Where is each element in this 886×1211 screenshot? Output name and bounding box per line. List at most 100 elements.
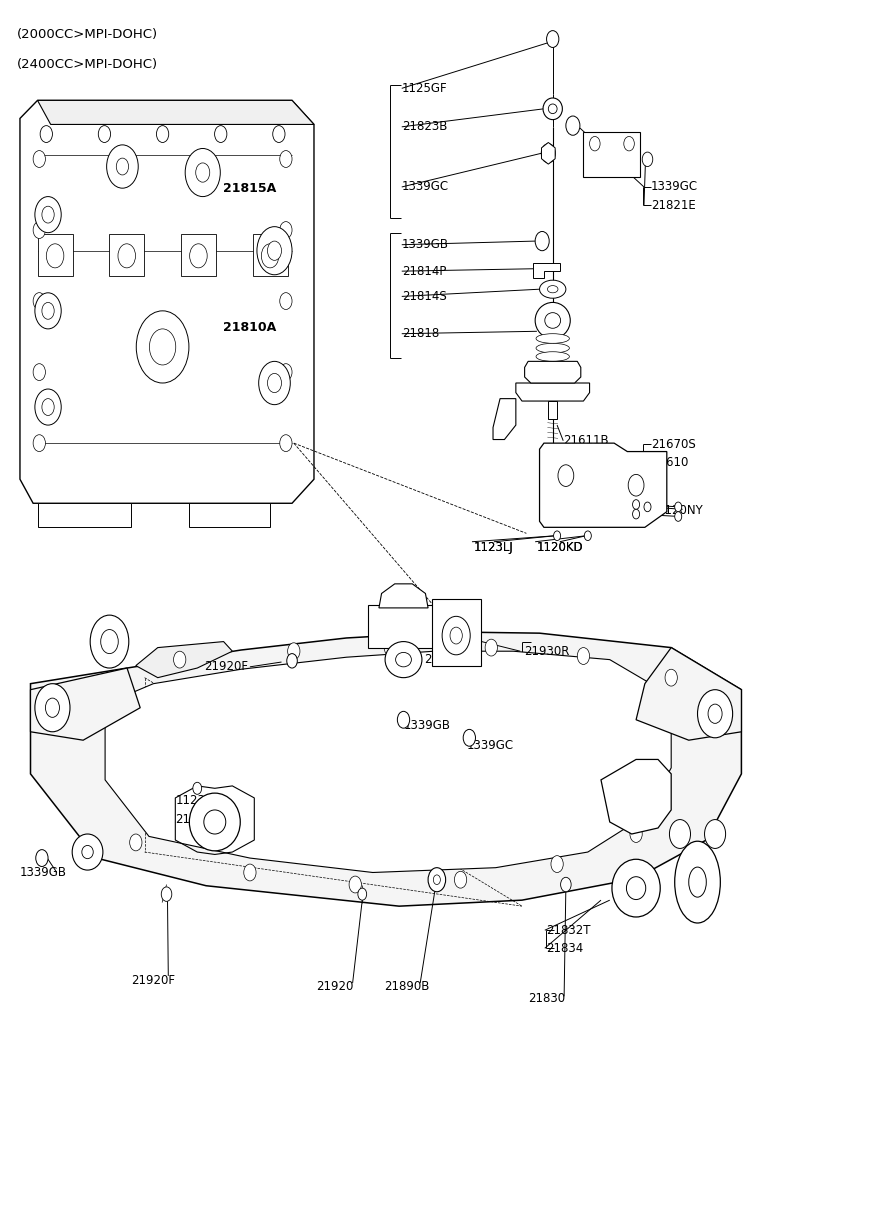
Circle shape bbox=[708, 704, 722, 723]
Circle shape bbox=[35, 850, 48, 867]
Ellipse shape bbox=[548, 104, 557, 114]
Text: 1123LJ: 1123LJ bbox=[474, 541, 514, 555]
Text: 1339GC: 1339GC bbox=[401, 180, 449, 194]
Text: 1120KD: 1120KD bbox=[537, 541, 584, 555]
Text: 21814P: 21814P bbox=[401, 265, 447, 277]
Text: 21810A: 21810A bbox=[223, 321, 276, 334]
Text: 21890B: 21890B bbox=[385, 980, 430, 993]
Polygon shape bbox=[540, 443, 667, 527]
Circle shape bbox=[261, 243, 279, 268]
Circle shape bbox=[433, 874, 440, 884]
Circle shape bbox=[358, 888, 367, 900]
Circle shape bbox=[35, 196, 61, 233]
Circle shape bbox=[558, 465, 574, 487]
Ellipse shape bbox=[385, 642, 422, 678]
Polygon shape bbox=[37, 101, 314, 125]
Circle shape bbox=[541, 144, 556, 163]
Bar bbox=[548, 401, 557, 419]
Circle shape bbox=[561, 877, 571, 891]
Circle shape bbox=[35, 389, 61, 425]
Ellipse shape bbox=[543, 98, 563, 120]
Circle shape bbox=[42, 206, 54, 223]
Circle shape bbox=[547, 30, 559, 47]
Circle shape bbox=[578, 648, 589, 665]
Ellipse shape bbox=[396, 653, 411, 667]
Text: 21920F: 21920F bbox=[131, 974, 175, 987]
Ellipse shape bbox=[536, 344, 570, 352]
Text: 1339GB: 1339GB bbox=[20, 866, 67, 879]
Text: 21670S: 21670S bbox=[651, 438, 696, 450]
Ellipse shape bbox=[536, 334, 570, 344]
Circle shape bbox=[161, 886, 172, 901]
Ellipse shape bbox=[688, 867, 706, 897]
Text: 1123SD: 1123SD bbox=[175, 794, 222, 807]
Text: 21610: 21610 bbox=[651, 455, 688, 469]
Bar bbox=[37, 504, 131, 527]
Bar bbox=[369, 606, 439, 648]
Text: 21832T: 21832T bbox=[547, 924, 591, 937]
Text: 1339GB: 1339GB bbox=[403, 719, 450, 733]
Polygon shape bbox=[105, 652, 672, 872]
Circle shape bbox=[174, 652, 186, 668]
Ellipse shape bbox=[612, 860, 660, 917]
Circle shape bbox=[566, 116, 580, 136]
Ellipse shape bbox=[540, 280, 566, 298]
Bar bbox=[190, 504, 269, 527]
Circle shape bbox=[136, 311, 189, 383]
Circle shape bbox=[442, 616, 470, 655]
Text: 21823B: 21823B bbox=[401, 120, 447, 133]
Circle shape bbox=[259, 361, 291, 404]
Circle shape bbox=[280, 293, 292, 310]
Ellipse shape bbox=[548, 286, 558, 293]
Text: 21815A: 21815A bbox=[223, 182, 276, 195]
Text: 1123LJ: 1123LJ bbox=[474, 541, 514, 555]
Circle shape bbox=[106, 145, 138, 188]
Circle shape bbox=[268, 373, 282, 392]
Circle shape bbox=[385, 639, 396, 656]
Circle shape bbox=[190, 243, 207, 268]
Circle shape bbox=[45, 698, 59, 717]
Circle shape bbox=[33, 150, 45, 167]
Circle shape bbox=[35, 684, 70, 731]
Text: 21930R: 21930R bbox=[525, 644, 570, 658]
Text: 21830: 21830 bbox=[528, 992, 565, 1005]
Circle shape bbox=[633, 500, 640, 510]
Polygon shape bbox=[136, 642, 232, 678]
Bar bbox=[432, 599, 481, 666]
Polygon shape bbox=[493, 398, 516, 440]
Circle shape bbox=[624, 137, 634, 151]
Circle shape bbox=[697, 690, 733, 737]
Circle shape bbox=[196, 163, 210, 182]
Circle shape bbox=[349, 876, 361, 893]
Circle shape bbox=[397, 711, 409, 728]
Circle shape bbox=[129, 834, 142, 851]
Circle shape bbox=[42, 303, 54, 320]
Circle shape bbox=[644, 503, 651, 512]
Circle shape bbox=[551, 856, 563, 872]
Polygon shape bbox=[525, 361, 581, 383]
Circle shape bbox=[670, 820, 690, 849]
Text: 1339GC: 1339GC bbox=[651, 180, 698, 194]
Circle shape bbox=[35, 293, 61, 329]
Text: 21814S: 21814S bbox=[401, 289, 447, 303]
Circle shape bbox=[642, 153, 653, 167]
Text: 1339GC: 1339GC bbox=[467, 739, 514, 752]
Polygon shape bbox=[601, 759, 672, 834]
Circle shape bbox=[628, 475, 644, 497]
Circle shape bbox=[118, 243, 136, 268]
Circle shape bbox=[584, 530, 591, 540]
Bar bbox=[583, 132, 641, 177]
Circle shape bbox=[150, 329, 175, 365]
Circle shape bbox=[463, 729, 476, 746]
Text: 1125GF: 1125GF bbox=[401, 82, 447, 94]
Circle shape bbox=[704, 820, 726, 849]
Circle shape bbox=[257, 226, 292, 275]
Circle shape bbox=[46, 243, 64, 268]
Text: 1120NY: 1120NY bbox=[658, 504, 703, 517]
Polygon shape bbox=[30, 668, 140, 740]
Ellipse shape bbox=[545, 312, 561, 328]
Circle shape bbox=[40, 126, 52, 143]
Text: 21821E: 21821E bbox=[651, 199, 696, 212]
Circle shape bbox=[450, 627, 462, 644]
Ellipse shape bbox=[535, 303, 571, 339]
